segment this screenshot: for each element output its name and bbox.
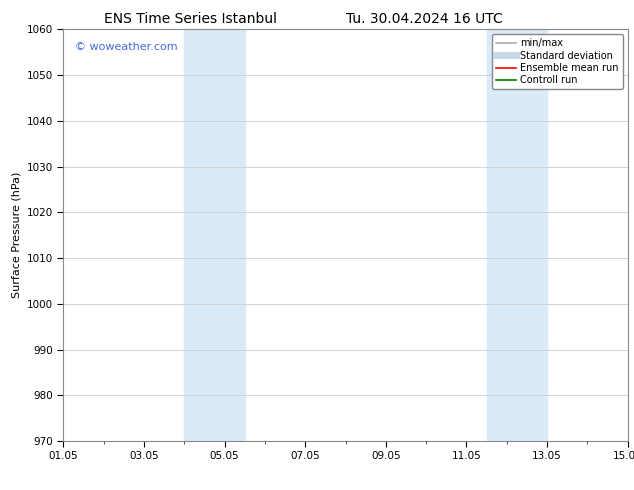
Legend: min/max, Standard deviation, Ensemble mean run, Controll run: min/max, Standard deviation, Ensemble me… <box>492 34 623 89</box>
Text: Tu. 30.04.2024 16 UTC: Tu. 30.04.2024 16 UTC <box>346 12 503 26</box>
Bar <box>184 29 245 441</box>
Text: ENS Time Series Istanbul: ENS Time Series Istanbul <box>104 12 276 26</box>
Text: © woweather.com: © woweather.com <box>75 42 178 52</box>
Y-axis label: Surface Pressure (hPa): Surface Pressure (hPa) <box>11 172 21 298</box>
Bar <box>487 29 547 441</box>
